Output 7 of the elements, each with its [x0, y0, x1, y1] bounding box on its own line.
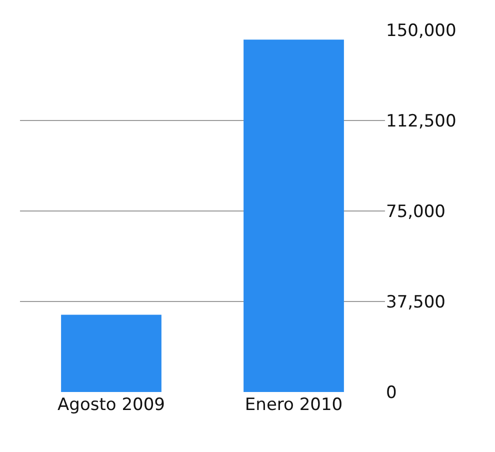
y-tick-label: 37,500 [386, 292, 446, 312]
y-tick-label: 150,000 [386, 20, 456, 41]
x-tick-label: Enero 2010 [244, 395, 343, 415]
y-tick-label: 0 [386, 382, 397, 403]
x-tick-label: Agosto 2009 [58, 395, 165, 415]
y-tick-label: 75,000 [386, 202, 446, 222]
y-tick-label: 112,500 [386, 111, 456, 132]
